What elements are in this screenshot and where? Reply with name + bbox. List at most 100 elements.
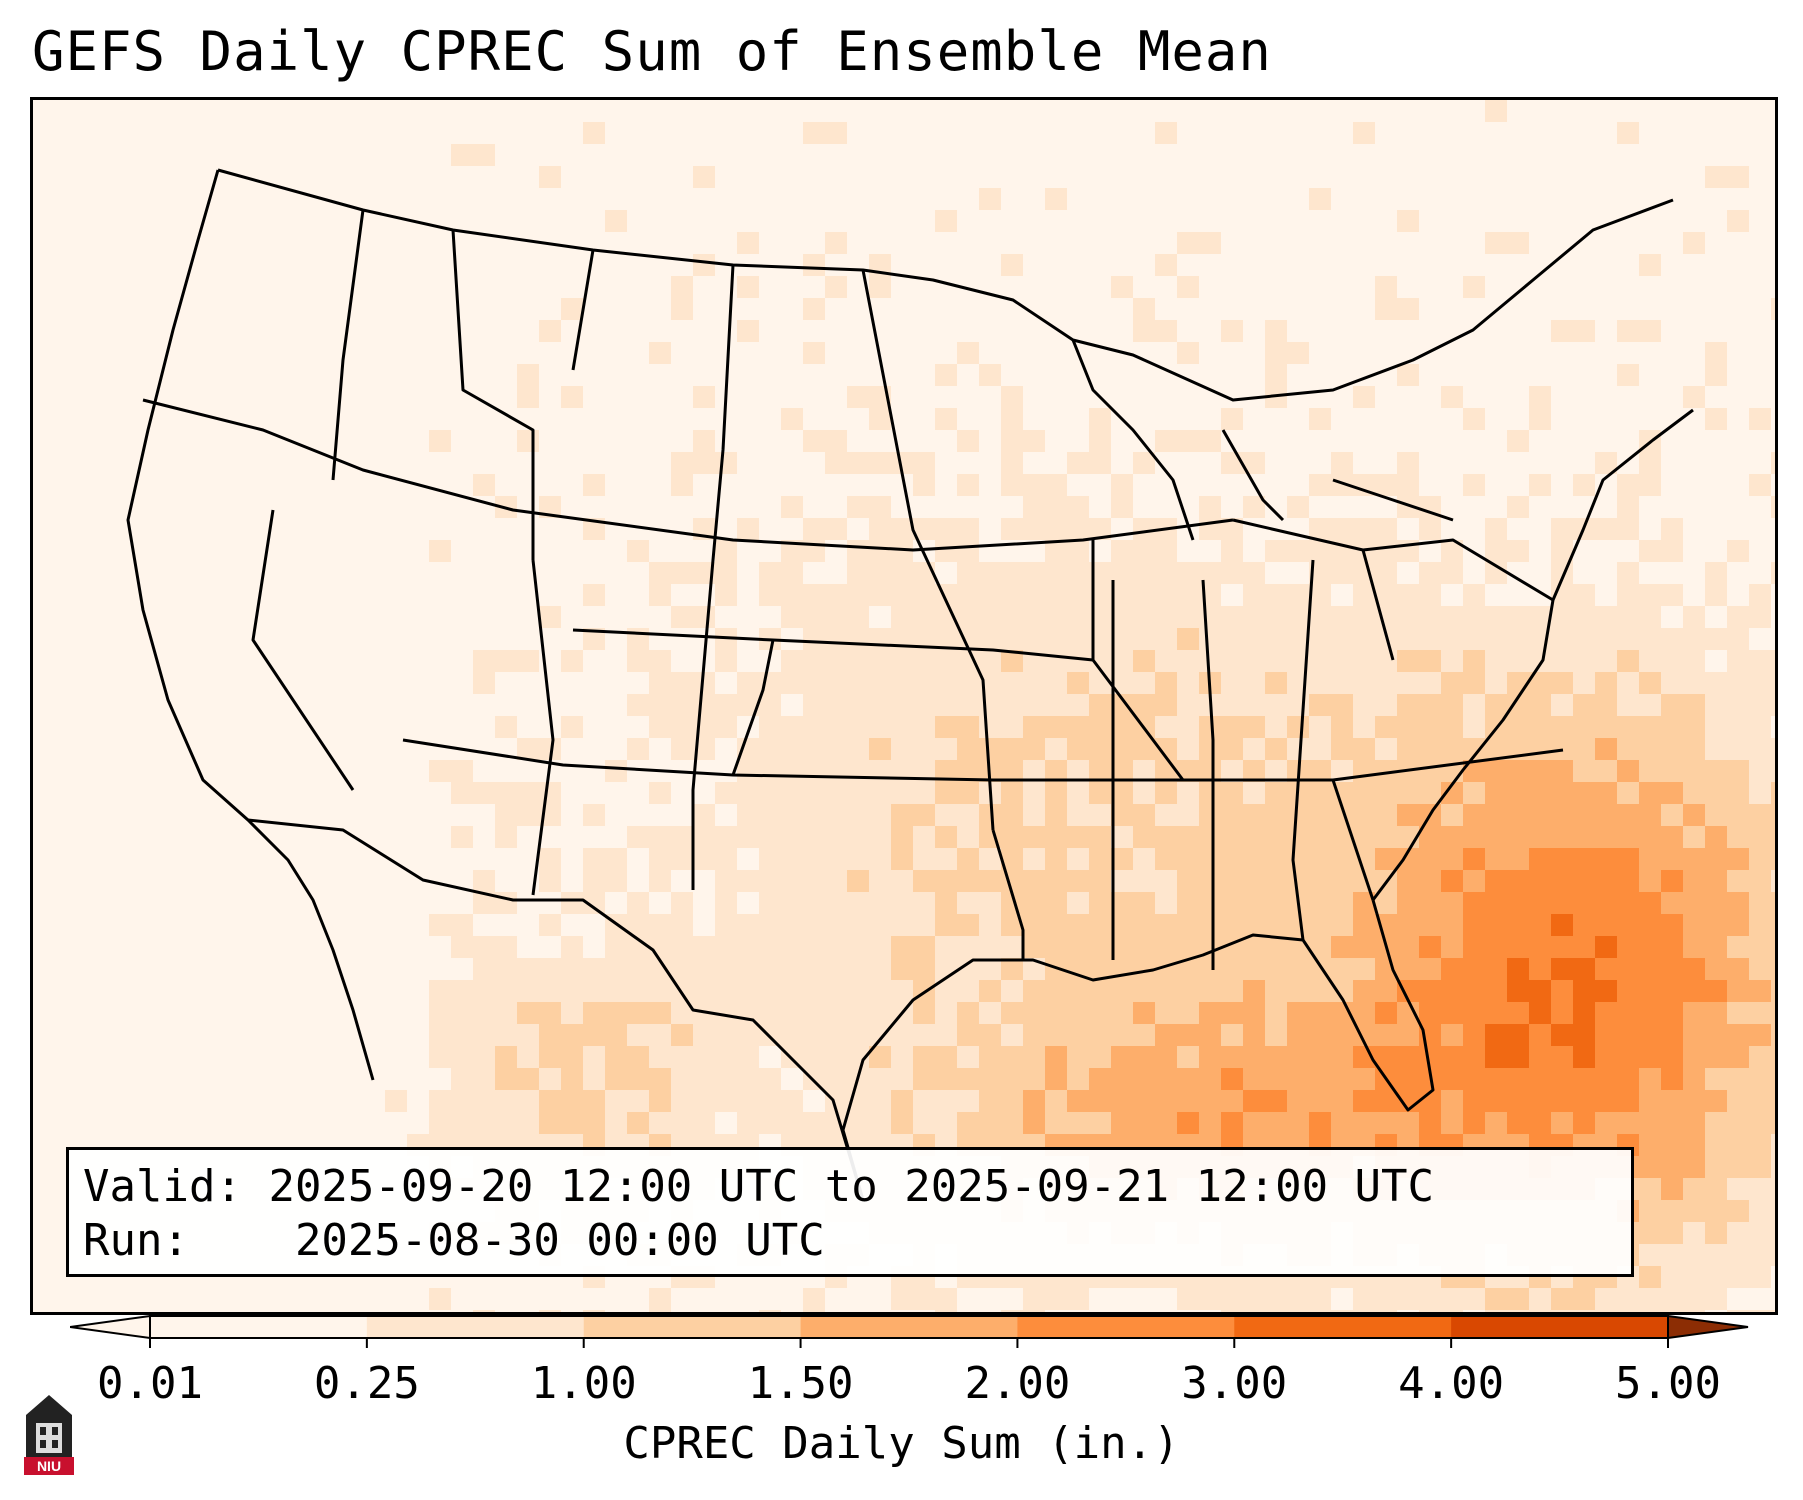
precip-cell	[1749, 958, 1772, 981]
precip-cell	[1309, 364, 1332, 387]
precip-cell	[1287, 958, 1310, 981]
precip-cell	[319, 298, 342, 321]
precip-cell	[1683, 1068, 1706, 1091]
precip-cell	[1155, 628, 1178, 651]
precip-cell	[33, 1200, 56, 1223]
precip-cell	[847, 562, 870, 585]
precip-cell	[1463, 716, 1486, 739]
precip-cell	[1463, 276, 1486, 299]
precip-cell	[847, 408, 870, 431]
map-panel[interactable]	[30, 97, 1778, 1315]
precip-cell	[781, 364, 804, 387]
precip-cell	[737, 1288, 760, 1311]
precip-cell	[627, 584, 650, 607]
precip-cell	[1727, 782, 1750, 805]
precip-cell	[1705, 364, 1728, 387]
precip-cell	[1727, 1244, 1750, 1267]
precip-cell	[1683, 518, 1706, 541]
precip-cell	[715, 496, 738, 519]
precip-cell	[1595, 606, 1618, 629]
precip-cell	[1067, 1068, 1090, 1091]
precip-cell	[143, 166, 166, 189]
precip-cell	[495, 386, 518, 409]
precip-cell	[1331, 188, 1354, 211]
precip-cell	[275, 210, 298, 233]
precip-cell	[539, 430, 562, 453]
precip-cell	[319, 782, 342, 805]
precip-cell	[891, 804, 914, 827]
precip-cell	[1221, 320, 1244, 343]
precip-cell	[891, 298, 914, 321]
precip-cell	[1573, 628, 1596, 651]
precip-cell	[1133, 298, 1156, 321]
precip-cell	[143, 716, 166, 739]
precip-cell	[935, 804, 958, 827]
precip-cell	[1265, 298, 1288, 321]
precip-cell	[605, 716, 628, 739]
precip-cell	[737, 980, 760, 1003]
precip-cell	[363, 254, 386, 277]
precip-cell	[913, 1002, 936, 1025]
precip-cell	[1507, 584, 1530, 607]
precip-cell	[231, 826, 254, 849]
precip-cell	[1199, 650, 1222, 673]
precip-cell	[803, 232, 826, 255]
precip-cell	[165, 518, 188, 541]
precip-cell	[297, 650, 320, 673]
precip-cell	[1397, 980, 1420, 1003]
precip-cell	[957, 606, 980, 629]
precip-cell	[363, 320, 386, 343]
precip-cell	[407, 430, 430, 453]
precip-cell	[1265, 1310, 1288, 1312]
precip-cell	[121, 826, 144, 849]
precip-cell	[847, 584, 870, 607]
precip-cell	[1243, 1046, 1266, 1069]
precip-cell	[253, 386, 276, 409]
precip-cell	[231, 760, 254, 783]
precip-cell	[583, 606, 606, 629]
precip-cell	[1595, 980, 1618, 1003]
precip-cell	[165, 342, 188, 365]
precip-cell	[1001, 804, 1024, 827]
precip-cell	[143, 452, 166, 475]
precip-cell	[99, 760, 122, 783]
precip-cell	[407, 892, 430, 915]
precipitation-map[interactable]	[33, 100, 1778, 1315]
precip-cell	[539, 958, 562, 981]
precip-cell	[1287, 650, 1310, 673]
precip-cell	[847, 122, 870, 145]
precip-cell	[1573, 1068, 1596, 1091]
precip-cell	[825, 628, 848, 651]
precip-cell	[385, 1068, 408, 1091]
precip-cell	[1507, 188, 1530, 211]
precip-cell	[1177, 210, 1200, 233]
precip-cell	[1221, 496, 1244, 519]
precip-cell	[1221, 584, 1244, 607]
precip-cell	[297, 1310, 320, 1312]
precip-cell	[319, 1068, 342, 1091]
precip-cell	[1661, 474, 1684, 497]
precip-cell	[429, 694, 452, 717]
precip-cell	[1089, 452, 1112, 475]
precip-cell	[583, 452, 606, 475]
precip-cell	[517, 980, 540, 1003]
precip-cell	[979, 936, 1002, 959]
precip-cell	[1419, 452, 1442, 475]
precip-cell	[1353, 210, 1376, 233]
precip-cell	[385, 760, 408, 783]
precip-cell	[1529, 892, 1552, 915]
precip-cell	[1155, 584, 1178, 607]
precip-cell	[1353, 980, 1376, 1003]
precip-cell	[319, 716, 342, 739]
precip-cell	[957, 584, 980, 607]
precip-cell	[649, 1002, 672, 1025]
precip-cell	[561, 870, 584, 893]
precip-cell	[165, 980, 188, 1003]
precip-cell	[979, 408, 1002, 431]
precip-cell	[1045, 122, 1068, 145]
precip-cell	[1309, 1112, 1332, 1135]
precip-cell	[1485, 606, 1508, 629]
precip-cell	[1067, 870, 1090, 893]
precip-cell	[1529, 1112, 1552, 1135]
precip-cell	[1639, 650, 1662, 673]
